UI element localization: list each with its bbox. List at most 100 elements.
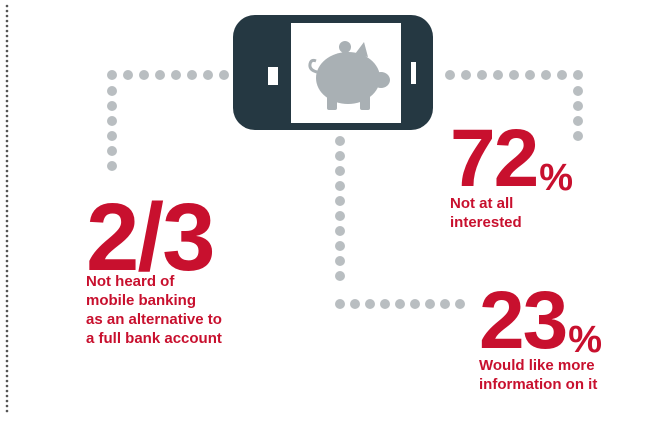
dot <box>5 24 9 28</box>
stat-want-info-unit: % <box>568 319 603 361</box>
dot <box>365 299 375 309</box>
dot <box>335 256 345 266</box>
dot <box>335 271 345 281</box>
dot <box>5 329 9 333</box>
dot <box>5 109 9 113</box>
dot <box>335 299 345 309</box>
dot <box>335 151 345 161</box>
dot <box>5 229 9 233</box>
dot <box>107 86 117 96</box>
dot <box>5 249 9 253</box>
dot <box>5 394 9 398</box>
dot <box>5 154 9 158</box>
dot <box>335 166 345 176</box>
dot <box>5 204 9 208</box>
dot <box>5 159 9 163</box>
dot <box>5 104 9 108</box>
dot <box>5 314 9 318</box>
dot <box>5 54 9 58</box>
dot <box>5 129 9 133</box>
dot <box>5 219 9 223</box>
stat-unaware-value: 2/3 <box>86 184 215 291</box>
dot <box>5 349 9 353</box>
dot <box>5 384 9 388</box>
stat-not-interested: 72 % Not at all interested <box>450 118 590 232</box>
stat-not-interested-unit: % <box>539 157 574 199</box>
dot <box>573 101 583 111</box>
dot <box>5 19 9 23</box>
dot <box>509 70 519 80</box>
dot <box>5 404 9 408</box>
dot <box>5 149 9 153</box>
dot <box>5 299 9 303</box>
dot <box>139 70 149 80</box>
dot <box>445 70 455 80</box>
dot <box>5 289 9 293</box>
caption-line: information on it <box>479 376 598 393</box>
dot <box>461 70 471 80</box>
dot <box>5 274 9 278</box>
dot <box>5 239 9 243</box>
dot <box>5 134 9 138</box>
dot <box>335 181 345 191</box>
dot <box>5 94 9 98</box>
dot <box>5 369 9 373</box>
caption-line: Would like more <box>479 357 595 374</box>
dot <box>5 354 9 358</box>
dot <box>541 70 551 80</box>
dot <box>5 234 9 238</box>
dot <box>5 319 9 323</box>
dot <box>5 144 9 148</box>
stat-want-info: 23 % Would like more information on it <box>479 280 659 394</box>
dot <box>5 409 9 413</box>
dot <box>335 226 345 236</box>
dot <box>5 359 9 363</box>
dot <box>5 214 9 218</box>
dot <box>395 299 405 309</box>
dot <box>107 131 117 141</box>
dot <box>5 14 9 18</box>
dot <box>107 70 117 80</box>
dot <box>5 264 9 268</box>
dot <box>5 174 9 178</box>
phone-icon <box>233 15 433 130</box>
dot <box>5 244 9 248</box>
dot <box>493 70 503 80</box>
dot <box>219 70 229 80</box>
caption-line: interested <box>450 214 522 231</box>
dot <box>455 299 465 309</box>
dot <box>5 9 9 13</box>
dot <box>5 74 9 78</box>
dot <box>5 29 9 33</box>
dot <box>5 89 9 93</box>
dot <box>171 70 181 80</box>
stat-not-interested-value: 72 <box>450 113 539 204</box>
dot <box>5 184 9 188</box>
dot <box>107 146 117 156</box>
caption-line: as an alternative to <box>86 311 222 328</box>
dot <box>5 179 9 183</box>
dot <box>5 99 9 103</box>
dot <box>5 49 9 53</box>
dot <box>5 389 9 393</box>
dot <box>5 254 9 258</box>
piggy-bank-icon <box>308 41 390 110</box>
stat-want-info-value: 23 <box>479 275 568 366</box>
caption-line: a full bank account <box>86 330 222 347</box>
caption-line: Not at all <box>450 195 514 212</box>
stat-want-info-caption: Would like more information on it <box>479 356 659 394</box>
stat-not-interested-caption: Not at all interested <box>450 194 590 232</box>
dot <box>187 70 197 80</box>
dot <box>5 4 9 8</box>
dot <box>5 199 9 203</box>
dot <box>5 164 9 168</box>
connector-dotted-lines <box>107 70 583 309</box>
dot <box>5 59 9 63</box>
dot <box>425 299 435 309</box>
dot <box>5 44 9 48</box>
dot <box>477 70 487 80</box>
caption-line: Not heard of <box>86 273 175 290</box>
dot <box>5 379 9 383</box>
dot <box>5 189 9 193</box>
